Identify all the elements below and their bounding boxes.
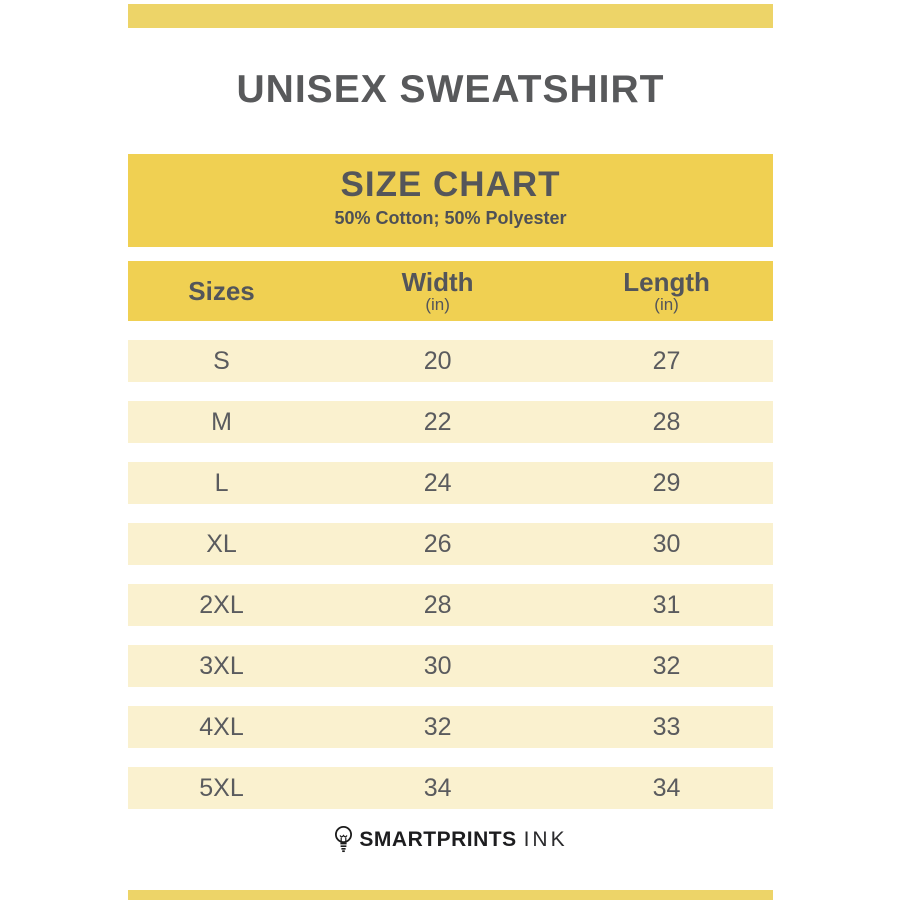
width-cell: 20 xyxy=(423,346,452,375)
length-cell: 29 xyxy=(652,468,681,497)
column-header-sizes: Sizes xyxy=(188,276,255,306)
size-chart-heading: SIZE CHART xyxy=(340,165,561,204)
table-row: S 20 27 xyxy=(128,340,773,382)
brand-name-bold: SMARTPRINTS xyxy=(359,828,517,851)
size-cell: 5XL xyxy=(199,773,244,802)
width-cell: 26 xyxy=(423,529,452,558)
table-row: L 24 29 xyxy=(128,462,773,504)
length-cell: 30 xyxy=(652,529,681,558)
bottom-accent-bar xyxy=(128,890,773,900)
length-unit: (in) xyxy=(654,294,679,314)
brand-footer: SMARTPRINTS INK xyxy=(128,822,773,858)
width-cell: 24 xyxy=(423,468,452,497)
size-cell: 4XL xyxy=(199,712,244,741)
table-row: 4XL 32 33 xyxy=(128,706,773,748)
length-cell: 28 xyxy=(652,407,681,436)
length-cell: 34 xyxy=(652,773,681,802)
size-cell: S xyxy=(213,346,230,375)
table-row: 3XL 30 32 xyxy=(128,645,773,687)
table-row: 2XL 28 31 xyxy=(128,584,773,626)
length-cell: 31 xyxy=(652,590,681,619)
width-cell: 22 xyxy=(423,407,452,436)
table-row: M 22 28 xyxy=(128,401,773,443)
column-header-width: Width (in) xyxy=(315,269,560,314)
size-cell: 3XL xyxy=(199,651,244,680)
width-cell: 28 xyxy=(423,590,452,619)
lightbulb-icon xyxy=(333,825,354,855)
width-cell: 30 xyxy=(423,651,452,680)
size-chart-panel: SIZE CHART 50% Cotton; 50% Polyester xyxy=(128,154,773,247)
table-row: 5XL 34 34 xyxy=(128,767,773,809)
length-cell: 27 xyxy=(652,346,681,375)
width-cell: 34 xyxy=(423,773,452,802)
size-cell: M xyxy=(211,407,232,436)
size-cell: L xyxy=(214,468,229,497)
column-header-length: Length (in) xyxy=(560,269,773,314)
length-cell: 33 xyxy=(652,712,681,741)
table-header-row: Sizes Width (in) Length (in) xyxy=(128,261,773,321)
brand-name-light: INK xyxy=(523,828,568,851)
size-cell: 2XL xyxy=(199,590,244,619)
size-cell: XL xyxy=(206,529,237,558)
fabric-composition: 50% Cotton; 50% Polyester xyxy=(334,208,567,228)
page-title: UNISEX SWEATSHIRT xyxy=(236,68,665,111)
width-cell: 32 xyxy=(423,712,452,741)
top-accent-bar xyxy=(128,4,773,28)
length-cell: 32 xyxy=(652,651,681,680)
table-row: XL 26 30 xyxy=(128,523,773,565)
width-unit: (in) xyxy=(425,294,450,314)
